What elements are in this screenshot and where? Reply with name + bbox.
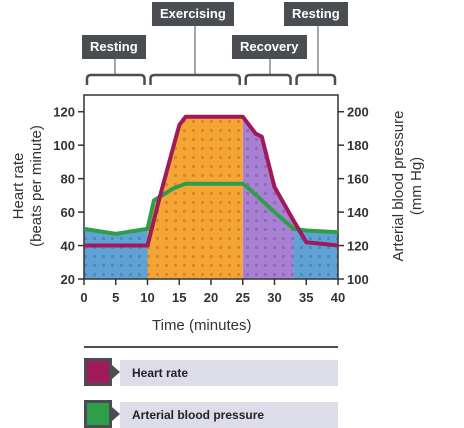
phase-bracket <box>149 73 241 85</box>
phase-bracket <box>244 73 292 85</box>
y-axis-label-left: Heart rate (beats per minute) <box>10 101 46 271</box>
y-axis-label-left-line2: (beats per minute) <box>28 125 45 247</box>
y-left-tick-label: 40 <box>61 239 75 254</box>
y-right-tick-label: 120 <box>347 239 369 254</box>
series-line-heart-rate <box>84 114 338 248</box>
legend-pointer-icon <box>112 365 120 379</box>
x-tick-label: 25 <box>236 290 250 305</box>
x-tick-label: 0 <box>80 290 87 305</box>
legend-item-blood-pressure: Arterial blood pressure <box>84 400 338 428</box>
legend-label-blood-pressure: Arterial blood pressure <box>120 402 338 428</box>
phase-tag-resting-1: Resting <box>82 35 146 59</box>
y-left-tick-label: 80 <box>61 172 75 187</box>
phase-bracket <box>85 73 146 85</box>
phase-fill-resting-texture <box>84 228 148 279</box>
x-tick-label: 20 <box>204 290 218 305</box>
y-right-tick-label: 160 <box>347 172 369 187</box>
y-right-tick-label: 200 <box>347 105 369 120</box>
phase-fill-resting-texture <box>293 220 338 279</box>
y-left-tick-label: 100 <box>53 138 75 153</box>
phase-brackets <box>85 26 337 85</box>
x-tick-label: 35 <box>299 290 313 305</box>
y-left-tick-label: 120 <box>53 105 75 120</box>
phase-fill-recovery-texture <box>242 116 294 279</box>
series-line-blood-pressure <box>84 181 338 236</box>
y-axis-label-right-line2: (mm Hg) <box>408 156 425 216</box>
y-axis-label-right-line1: Arterial blood pressure <box>390 110 407 262</box>
axis-ticks: 0 5 10 15 20 25 30 35 40 20 40 60 80 100 120 100 120 140 1… <box>53 105 368 305</box>
phase-tag-recovery: Recovery <box>232 35 307 59</box>
phase-bracket <box>295 73 337 85</box>
y-left-tick-label: 60 <box>61 205 75 220</box>
y-left-tick-label: 20 <box>61 272 75 287</box>
legend-swatch-heart-rate <box>84 358 112 386</box>
legend-swatch-blood-pressure <box>84 400 112 428</box>
y-right-tick-label: 100 <box>347 272 369 287</box>
legend-label-heart-rate: Heart rate <box>120 360 338 386</box>
x-tick-label: 5 <box>112 290 119 305</box>
legend-pointer-icon <box>112 407 120 421</box>
phase-tag-exercising: Exercising <box>152 2 234 26</box>
legend-divider <box>84 346 338 348</box>
x-axis-label: Time (minutes) <box>152 317 252 334</box>
y-right-tick-label: 140 <box>347 205 369 220</box>
phase-fills <box>84 116 338 279</box>
series-lines <box>84 114 338 248</box>
x-tick-label: 15 <box>172 290 186 305</box>
y-axis-label-left-line1: Heart rate <box>10 152 27 220</box>
x-tick-label: 30 <box>267 290 281 305</box>
y-axis-label-right: Arterial blood pressure (mm Hg) <box>390 86 426 286</box>
x-tick-label: 10 <box>140 290 154 305</box>
phase-tag-resting-2: Resting <box>284 2 348 26</box>
x-tick-label: 40 <box>331 290 345 305</box>
legend-item-heart-rate: Heart rate <box>84 358 338 386</box>
y-right-tick-label: 180 <box>347 138 369 153</box>
